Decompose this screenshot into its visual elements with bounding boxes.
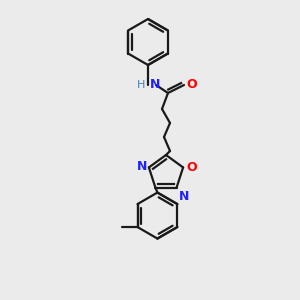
Text: H: H — [136, 80, 145, 90]
Text: N: N — [178, 190, 189, 202]
Text: O: O — [186, 77, 196, 91]
Text: O: O — [186, 161, 197, 174]
Text: N: N — [136, 160, 147, 173]
Text: N: N — [150, 79, 160, 92]
